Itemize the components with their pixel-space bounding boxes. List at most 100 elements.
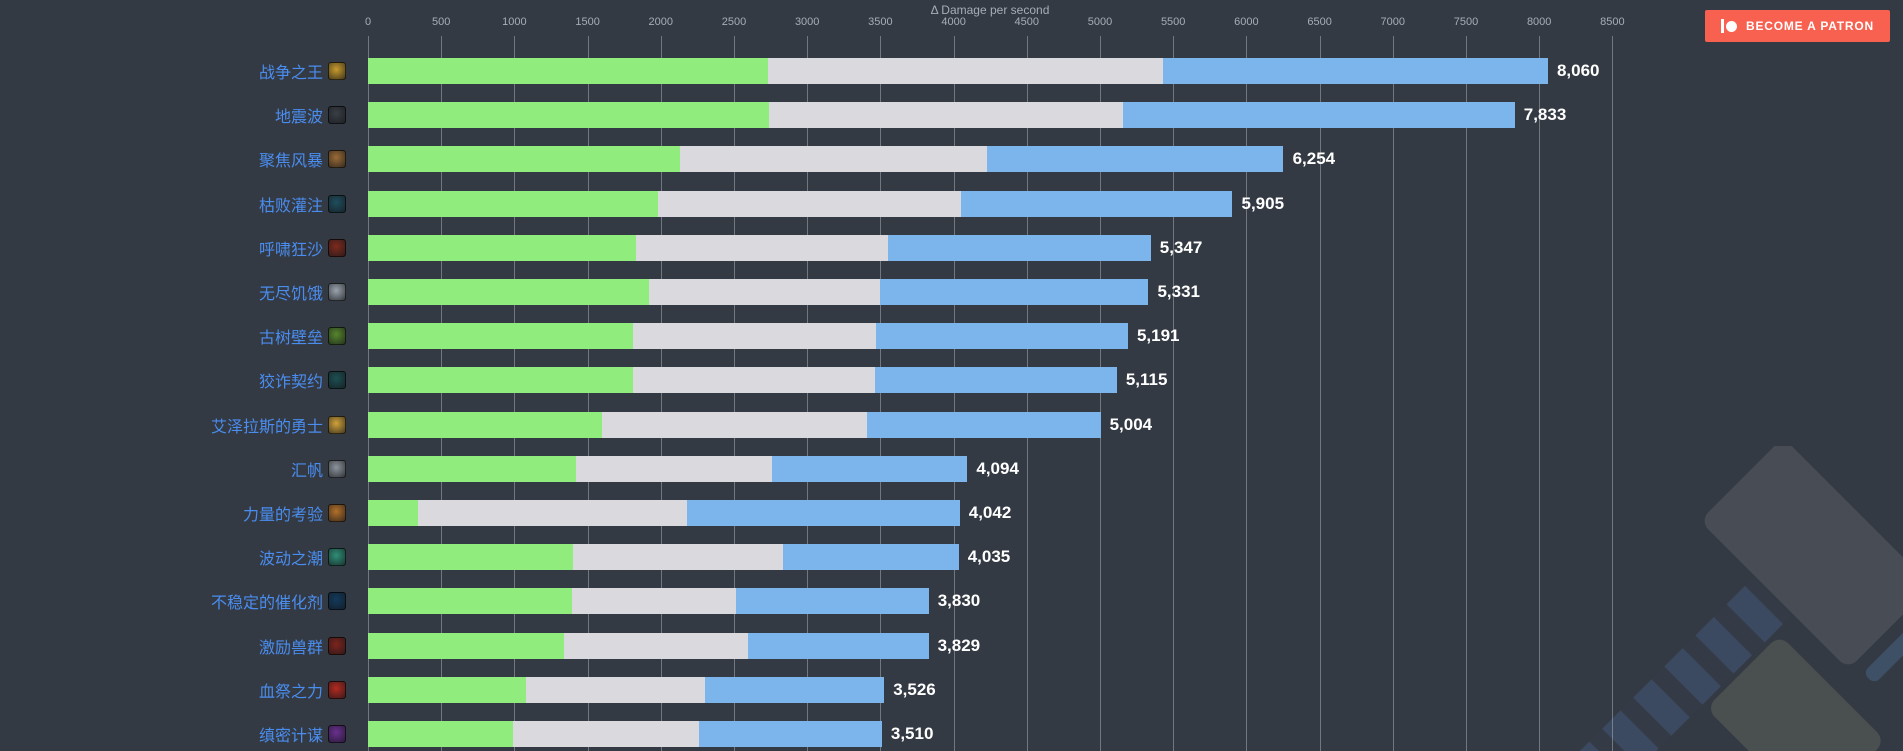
bar-segment-blue[interactable] — [698, 721, 882, 747]
trinket-icon[interactable] — [328, 62, 346, 80]
bar-segment-blue[interactable] — [748, 632, 929, 659]
bar-segment-blue[interactable] — [875, 367, 1117, 394]
bar-segment-green[interactable] — [368, 146, 680, 173]
bar-segment-blue[interactable] — [704, 676, 885, 703]
bar-segment-green[interactable] — [368, 323, 633, 350]
bar-segment-gray[interactable] — [657, 190, 961, 217]
trinket-icon[interactable] — [328, 238, 346, 257]
bar-segment-blue[interactable] — [887, 234, 1151, 261]
item-link[interactable]: 汇帆 — [290, 462, 323, 480]
bar-segment-green[interactable] — [368, 721, 513, 747]
item-link[interactable]: 艾泽拉斯的勇士 — [210, 418, 323, 436]
bar-segment-green[interactable] — [368, 500, 418, 526]
bar-segment-green[interactable] — [368, 234, 636, 261]
item-link[interactable]: 不稳定的催化剂 — [210, 595, 323, 613]
bar-segment-gray[interactable] — [633, 367, 876, 394]
bar-segment-green[interactable] — [368, 190, 658, 217]
bar-segment-blue[interactable] — [1123, 102, 1515, 129]
bar-segment-blue[interactable] — [772, 455, 968, 482]
bar-segment-gray[interactable] — [512, 721, 699, 747]
bar-segment-green[interactable] — [368, 367, 633, 394]
trinket-icon[interactable] — [328, 415, 346, 434]
item-link[interactable]: 呼啸狂沙 — [258, 241, 323, 259]
item-link[interactable]: 血祭之力 — [258, 683, 323, 701]
trinket-icon[interactable] — [328, 725, 346, 743]
stacked-bar[interactable] — [368, 190, 1233, 217]
stacked-bar[interactable] — [368, 323, 1128, 350]
x-axis-title: Δ Damage per second — [930, 3, 1050, 17]
stacked-bar[interactable] — [368, 676, 885, 703]
bar-segment-blue[interactable] — [987, 146, 1284, 173]
stacked-bar[interactable] — [368, 721, 882, 747]
bar-segment-green[interactable] — [368, 588, 572, 615]
bar-segment-gray[interactable] — [633, 323, 876, 350]
trinket-icon[interactable] — [328, 106, 346, 125]
bar-segment-gray[interactable] — [575, 455, 773, 482]
bar-segment-gray[interactable] — [564, 632, 749, 659]
bar-segment-gray[interactable] — [679, 146, 988, 173]
stacked-bar[interactable] — [368, 588, 929, 615]
x-axis-tick-label: 2500 — [721, 16, 747, 28]
trinket-icon[interactable] — [328, 548, 346, 567]
bar-segment-green[interactable] — [368, 58, 768, 84]
bar-segment-gray[interactable] — [635, 234, 888, 261]
trinket-icon[interactable] — [328, 459, 346, 478]
bar-segment-gray[interactable] — [417, 500, 688, 526]
bar-segment-gray[interactable] — [526, 676, 705, 703]
stacked-bar[interactable] — [368, 411, 1101, 438]
bar-segment-gray[interactable] — [769, 102, 1124, 129]
bar-segment-blue[interactable] — [880, 279, 1149, 305]
bar-segment-green[interactable] — [368, 279, 650, 305]
trinket-icon[interactable] — [328, 680, 346, 699]
bar-segment-green[interactable] — [368, 455, 576, 482]
trinket-icon[interactable] — [328, 592, 346, 611]
item-link[interactable]: 狡诈契约 — [258, 374, 323, 392]
bar-segment-green[interactable] — [368, 411, 603, 438]
stacked-bar[interactable] — [368, 544, 959, 571]
trinket-icon[interactable] — [328, 150, 346, 169]
stacked-bar[interactable] — [368, 279, 1149, 305]
trinket-icon[interactable] — [328, 504, 346, 522]
item-link[interactable]: 力量的考验 — [242, 507, 323, 524]
stacked-bar[interactable] — [368, 632, 929, 659]
bar-segment-gray[interactable] — [649, 279, 881, 305]
stacked-bar[interactable] — [368, 455, 968, 482]
stacked-bar[interactable] — [368, 500, 960, 526]
trinket-icon[interactable] — [328, 283, 346, 301]
bar-segment-blue[interactable] — [783, 544, 959, 571]
bar-segment-blue[interactable] — [735, 588, 929, 615]
bar-segment-blue[interactable] — [876, 323, 1128, 350]
bar-segment-gray[interactable] — [571, 588, 736, 615]
bar-segment-blue[interactable] — [687, 500, 960, 526]
item-link[interactable]: 波动之潮 — [258, 551, 323, 569]
item-link[interactable]: 激励兽群 — [258, 639, 323, 657]
x-axis-tick-label: 4500 — [1014, 16, 1040, 28]
bar-segment-blue[interactable] — [867, 411, 1101, 438]
stacked-bar[interactable] — [368, 234, 1151, 261]
become-a-patron-button[interactable]: BECOME A PATRON — [1705, 10, 1890, 42]
bar-segment-green[interactable] — [368, 632, 565, 659]
stacked-bar[interactable] — [368, 102, 1515, 129]
item-link[interactable]: 无尽饥饿 — [258, 286, 323, 303]
bar-segment-gray[interactable] — [767, 58, 1163, 84]
stacked-bar[interactable] — [368, 58, 1548, 84]
bar-segment-green[interactable] — [368, 676, 527, 703]
bar-segment-blue[interactable] — [1162, 58, 1548, 84]
item-link[interactable]: 缜密计谋 — [258, 728, 323, 745]
trinket-icon[interactable] — [328, 194, 346, 213]
trinket-icon[interactable] — [328, 327, 346, 346]
item-link[interactable]: 聚焦风暴 — [258, 153, 323, 171]
bar-segment-gray[interactable] — [602, 411, 868, 438]
trinket-icon[interactable] — [328, 371, 346, 390]
bar-segment-gray[interactable] — [573, 544, 784, 571]
item-link[interactable]: 地震波 — [274, 109, 323, 127]
item-link[interactable]: 战争之王 — [258, 65, 323, 82]
bar-segment-green[interactable] — [368, 544, 573, 571]
stacked-bar[interactable] — [368, 146, 1284, 173]
item-link[interactable]: 枯败灌注 — [258, 197, 323, 215]
stacked-bar[interactable] — [368, 367, 1117, 394]
item-link[interactable]: 古树壁垒 — [258, 330, 323, 348]
bar-segment-green[interactable] — [368, 102, 770, 129]
trinket-icon[interactable] — [328, 636, 346, 655]
bar-segment-blue[interactable] — [960, 190, 1233, 217]
